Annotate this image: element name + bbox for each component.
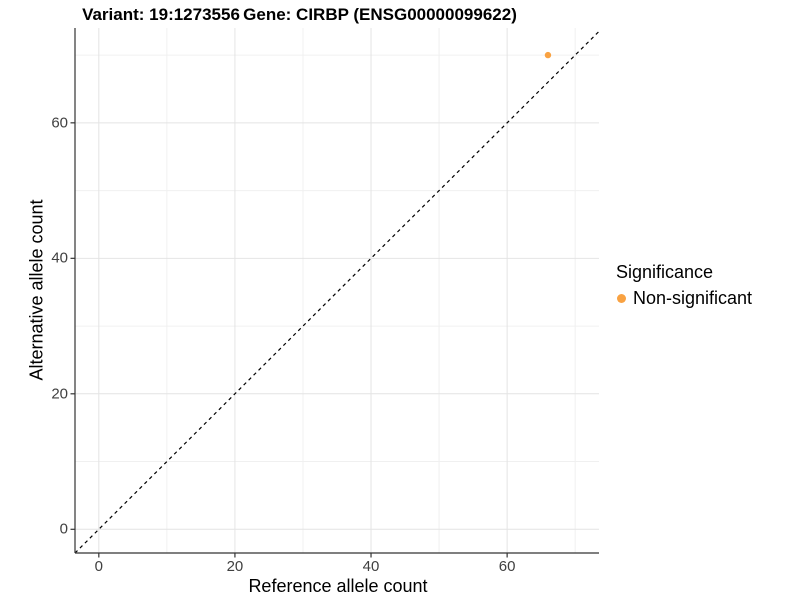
legend-item-label: Non-significant <box>633 288 753 308</box>
legend-key-dot-icon <box>617 294 626 303</box>
data-point <box>544 51 552 59</box>
x-axis-title: Reference allele count <box>248 576 428 596</box>
plot-title-gene: Gene: CIRBP (ENSG00000099622) <box>243 5 517 24</box>
plot-title-variant: Variant: 19:1273556 <box>82 5 240 24</box>
legend-title: Significance <box>616 262 714 282</box>
legend-item-non-significant: Non-significant <box>616 288 752 309</box>
legend: Significance Non-significant <box>616 262 752 309</box>
identity-reference-line <box>74 30 600 554</box>
y-axis-title: Alternative allele count <box>26 199 47 381</box>
